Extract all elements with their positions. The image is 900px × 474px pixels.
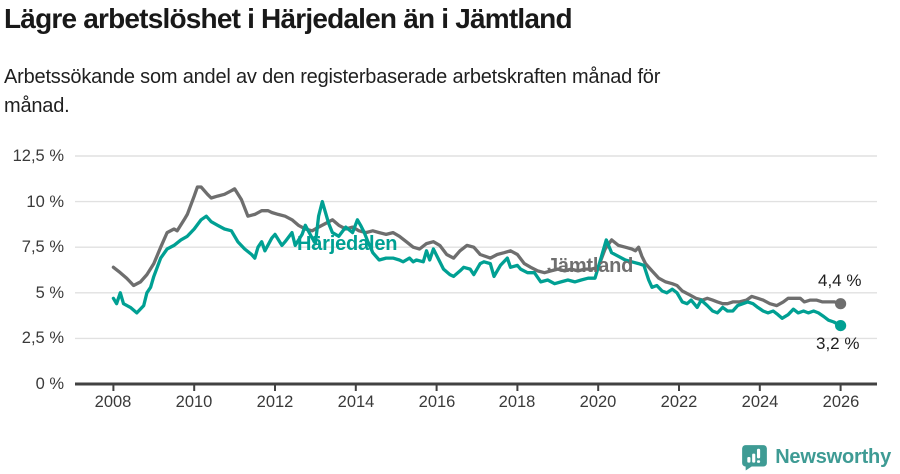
x-axis-tick-label: 2014 [337,393,375,411]
chart-subtitle-line1: Arbetssökande som andel av den registerb… [4,66,661,88]
series-line-hrjedalen [111,199,843,328]
x-axis-tick-label: 2016 [418,393,456,411]
bar-chart-speech-bubble-icon [742,445,768,471]
series-end-dot-hrjedalen [835,320,847,332]
chart-title: Lägre arbetslöshet i Härjedalen än i Jäm… [4,3,573,34]
x-axis-tick-label: 2010 [175,393,213,411]
y-axis-tick-label: 12,5 % [12,147,64,165]
series-label-harjedalen: Härjedalen [297,233,398,255]
end-value-jamtland: 4,4 % [818,271,862,290]
y-axis-tick-label: 0 % [35,375,64,393]
y-axis-tick-label: 7,5 % [21,238,64,256]
series-line-jmtland [111,185,843,308]
newsworthy-logo-text: Newsworthy [775,446,891,468]
y-axis-tick-label: 2,5 % [21,329,64,347]
x-axis-tick-label: 2024 [741,393,779,411]
series-label-jamtland: Jämtland [547,255,634,277]
x-axis-tick-label: 2008 [94,393,132,411]
x-axis-tick-label: 2020 [579,393,617,411]
y-axis-tick-label: 10 % [26,193,64,211]
y-axis-tick-label: 5 % [35,284,64,302]
x-axis-tick-label: 2022 [660,393,698,411]
end-value-harjedalen: 3,2 % [816,334,860,353]
chart-subtitle-line2: månad. [4,95,70,117]
x-axis-tick-label: 2018 [498,393,536,411]
series-end-dot-jmtland [835,298,847,310]
x-axis-tick-label: 2026 [822,393,860,411]
x-axis-tick-label: 2012 [256,393,294,411]
newsworthy-logo[interactable]: Newsworthy [741,444,891,471]
